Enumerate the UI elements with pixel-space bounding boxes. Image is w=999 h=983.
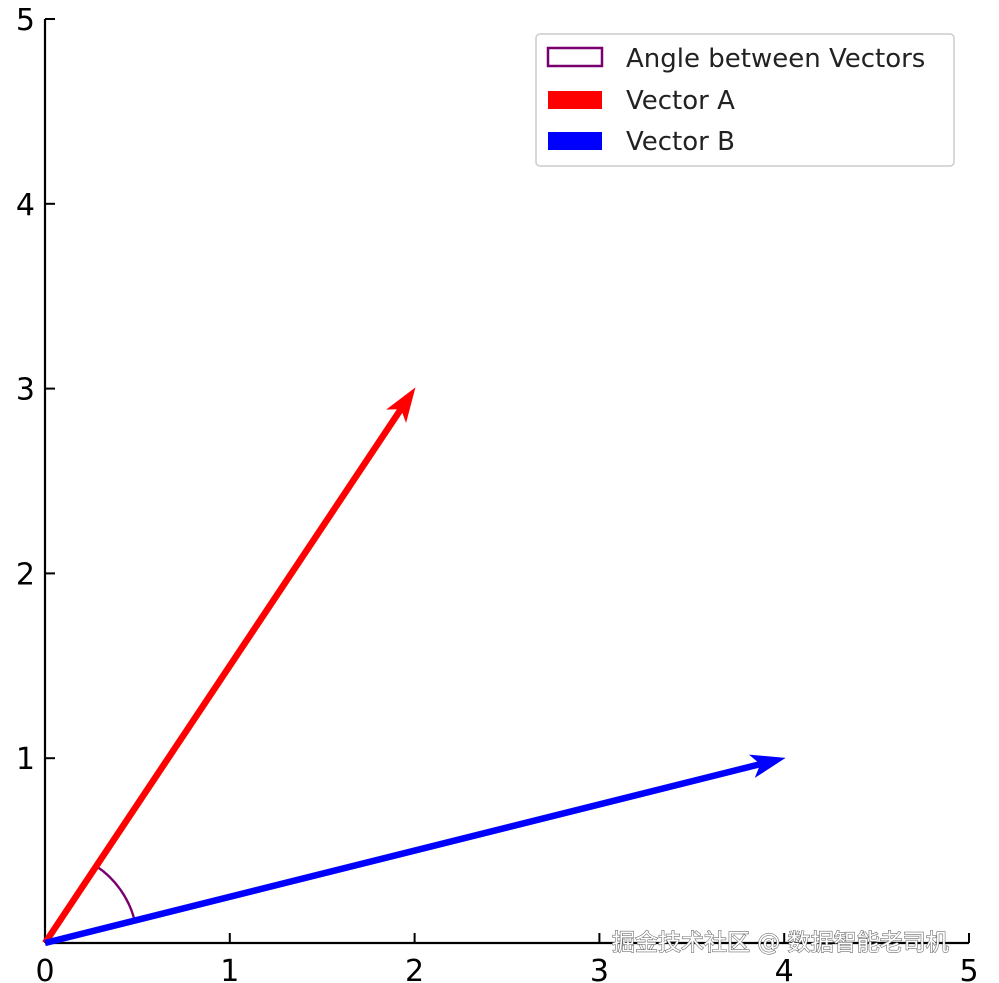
y-tick-label-4: 4 bbox=[16, 188, 35, 223]
y-tick-label-2: 2 bbox=[16, 557, 35, 592]
x-tick-labels: 0 1 2 3 4 5 bbox=[35, 954, 978, 983]
axes bbox=[43, 19, 969, 945]
vector-a-arrowhead bbox=[386, 387, 416, 423]
legend-swatch-vector-a bbox=[548, 91, 602, 109]
watermark-text: 掘金技术社区 @ 数据智能老司机 bbox=[612, 930, 949, 956]
x-tick-label-3: 3 bbox=[590, 954, 609, 983]
legend-label-angle: Angle between Vectors bbox=[626, 44, 925, 74]
x-tick-label-2: 2 bbox=[405, 954, 424, 983]
x-tick-label-1: 1 bbox=[220, 954, 239, 983]
x-tick-label-4: 4 bbox=[775, 954, 794, 983]
angle-arc-layer bbox=[95, 865, 136, 921]
vector-b-arrowhead bbox=[748, 754, 786, 778]
legend-swatch-angle bbox=[546, 46, 604, 68]
angle-arc bbox=[95, 865, 136, 921]
x-tick-label-5: 5 bbox=[959, 954, 978, 983]
legend: Angle between Vectors Vector A Vector B bbox=[535, 33, 955, 167]
vector-b-shaft bbox=[44, 760, 762, 947]
y-tick-label-1: 1 bbox=[16, 742, 35, 777]
legend-label-vector-a: Vector A bbox=[626, 86, 735, 116]
vectors-layer bbox=[42, 387, 786, 947]
y-tick-labels: 1 2 3 4 5 bbox=[16, 3, 35, 777]
y-tick-label-3: 3 bbox=[16, 373, 35, 408]
y-tick-label-5: 5 bbox=[16, 3, 35, 38]
x-tick-label-0: 0 bbox=[35, 954, 54, 983]
legend-frame bbox=[535, 33, 955, 167]
legend-swatch-vector-b bbox=[548, 132, 602, 150]
legend-label-vector-b: Vector B bbox=[626, 127, 735, 157]
vector-a-shaft bbox=[42, 406, 404, 945]
